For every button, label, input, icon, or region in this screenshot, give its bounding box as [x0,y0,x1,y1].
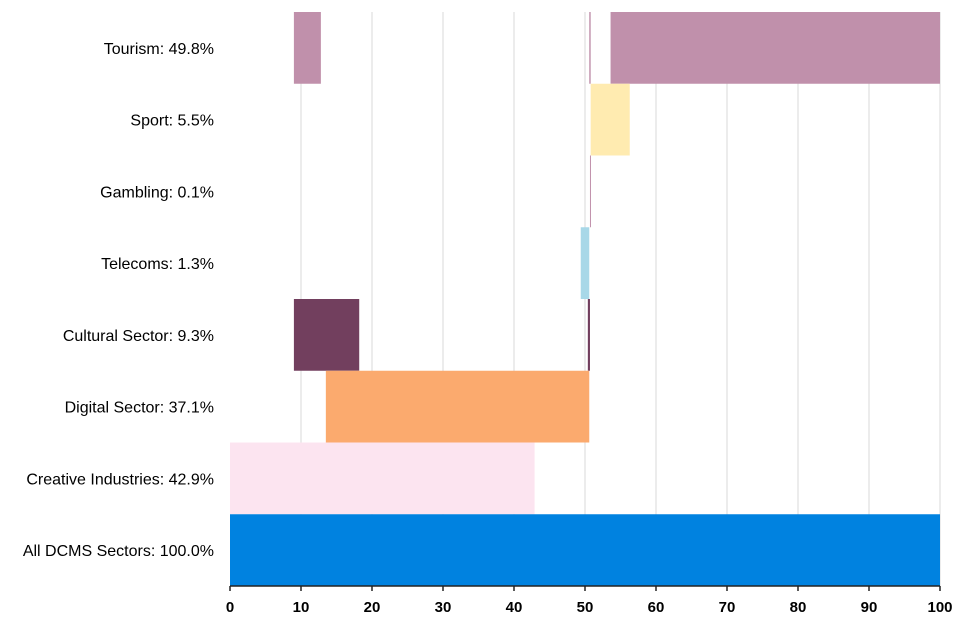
x-tick-label-20: 20 [364,599,381,616]
axis-layer: 0 10 20 30 40 50 60 70 80 90 100 [226,585,953,616]
x-tick-label-40: 40 [506,599,523,616]
bar-tourism-segment-1 [293,12,321,84]
category-label-all-dcms-sectors: All DCMS Sectors: 100.0% [23,543,214,560]
bar-tourism-segment-2 [589,12,591,84]
bar-sport-segment-1 [590,83,630,156]
category-label-sport: Sport: 5.5% [130,113,214,130]
x-tick-label-60: 60 [648,599,665,616]
bar-telecoms-segment-1 [580,227,590,299]
category-label-digital-sector: Digital Sector: 37.1% [65,400,214,417]
bar-all-dcms-sectors-segment-1 [230,514,940,586]
x-tick-label-30: 30 [435,599,452,616]
category-label-tourism: Tourism: 49.8% [104,41,214,58]
category-label-creative-industries: Creative Industries: 42.9% [26,471,214,488]
x-tick-label-90: 90 [861,599,878,616]
x-tick-label-70: 70 [719,599,736,616]
bar-gambling-segment-1 [589,155,591,228]
label-layer: Tourism: 49.8% Sport: 5.5% Gambling: 0.1% T… [23,41,214,560]
category-label-gambling: Gambling: 0.1% [100,184,214,201]
x-tick-label-50: 50 [577,599,594,616]
bar-layer [230,12,940,586]
bar-tourism-segment-3 [610,12,940,84]
x-tick-label-100: 100 [927,599,952,616]
x-tick-label-10: 10 [293,599,310,616]
x-tick-label-0: 0 [226,599,234,616]
bar-cultural-sector-segment-2 [587,299,590,371]
bar-digital-sector-segment-1 [325,370,590,443]
category-label-cultural-sector: Cultural Sector: 9.3% [63,328,214,345]
bar-creative-industries-segment-1 [230,442,535,515]
category-label-telecoms: Telecoms: 1.3% [101,256,214,273]
bar-cultural-sector-segment-1 [293,299,360,371]
x-tick-label-80: 80 [790,599,807,616]
